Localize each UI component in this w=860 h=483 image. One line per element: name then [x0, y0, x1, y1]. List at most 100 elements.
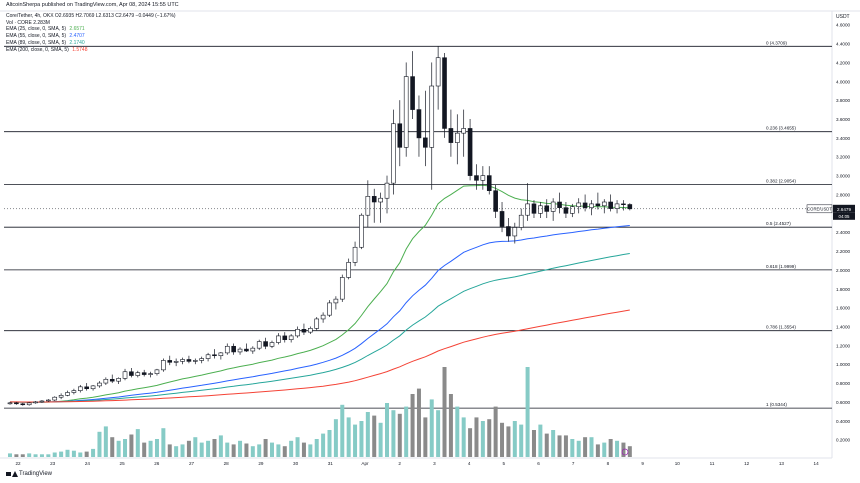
volume-bar — [225, 442, 230, 457]
candle-body — [544, 205, 550, 212]
volume-bar — [65, 449, 70, 457]
candle-body — [384, 182, 390, 199]
candle-body — [20, 403, 26, 406]
candle-body — [218, 352, 224, 357]
volume-bar — [468, 428, 473, 457]
volume-bar — [257, 444, 262, 457]
legend-ema55-value: 2.4707 — [69, 33, 85, 40]
legend-ema55[interactable]: EMA (55, close, 0, SMA, 5) 2.4707 — [6, 33, 176, 40]
y-tick-label: 3.0000 — [836, 174, 850, 179]
header: AltcoinSherpa published on TradingView.c… — [0, 0, 860, 10]
candle-body — [65, 392, 70, 396]
y-tick-label: 2.4000 — [836, 230, 850, 235]
candle-body — [161, 360, 166, 371]
volume-bar — [39, 454, 44, 457]
volume-bar — [116, 440, 121, 457]
candle-body — [46, 399, 51, 402]
y-tick-label: 1.8000 — [836, 287, 850, 292]
price-tag-symbol: CORE/USDT — [807, 207, 832, 212]
volume-bar — [238, 440, 243, 457]
candle-body — [269, 342, 275, 347]
x-tick-label: 23 — [50, 461, 56, 466]
fib-level-label: 0.5 (2.4527) — [766, 221, 791, 226]
volume-bar — [544, 433, 549, 457]
candle-body — [621, 203, 626, 205]
volume-bar — [436, 410, 441, 457]
candle-body — [167, 360, 173, 363]
x-tick-label: 11 — [710, 461, 715, 466]
x-tick-label: 13 — [779, 461, 785, 466]
legend-volume[interactable]: Vol · CORE 2.283M — [6, 19, 50, 26]
volume-bar — [244, 443, 249, 457]
candle-body — [263, 341, 268, 347]
volume-bar — [263, 439, 268, 457]
x-tick-label: 2 — [398, 461, 401, 466]
legend-ema89-label: EMA (89, close, 0, SMA, 5) — [6, 39, 67, 46]
volume-bar — [327, 430, 332, 457]
ema-line-25 — [9, 184, 630, 403]
candle-body — [186, 359, 192, 362]
volume-bar — [500, 422, 505, 457]
legend-ema200[interactable]: EMA (200, close, 0, SMA, 5) 1.5748 — [6, 47, 176, 54]
volume-bar — [78, 452, 83, 457]
y-tick-label: 4.0000 — [836, 79, 850, 84]
legend-ema200-label: EMA (200, close, 0, SMA, 5) — [6, 46, 69, 53]
volume-bar — [123, 439, 128, 457]
x-tick-label: 14 — [814, 461, 820, 466]
volume-bar — [410, 394, 415, 457]
volume-bar — [206, 440, 211, 457]
volume-bar — [615, 440, 620, 457]
volume-bar — [525, 367, 530, 457]
x-tick-label: 27 — [189, 461, 195, 466]
volume-bar — [314, 439, 319, 457]
candle-body — [429, 85, 435, 148]
volume-bar — [455, 406, 460, 457]
candle-body — [135, 372, 141, 376]
y-tick-label: 1.2000 — [836, 343, 850, 348]
candle-body — [58, 395, 64, 398]
candle-body — [397, 123, 403, 148]
candle-body — [14, 402, 19, 405]
event-marker-icon — [621, 448, 629, 456]
candle-body — [582, 202, 588, 208]
candle-body — [474, 175, 479, 181]
volume-bar — [589, 437, 594, 457]
volume-bar — [506, 426, 511, 457]
candle-body — [614, 203, 620, 209]
y-tick-label: 1.6000 — [836, 306, 850, 311]
x-tick-label: 24 — [85, 461, 91, 466]
legend-ema89[interactable]: EMA (89, close, 0, SMA, 5) 2.1740 — [6, 40, 176, 47]
volume-bar — [557, 435, 562, 457]
volume-bar — [487, 419, 492, 457]
candle-body — [499, 211, 505, 227]
x-tick-label: 8 — [607, 461, 610, 466]
candle-body — [109, 378, 115, 382]
published-by: AltcoinSherpa published on TradingView.c… — [6, 2, 179, 8]
x-tick-label: 30 — [293, 461, 299, 466]
y-tick-label: 1.0000 — [836, 362, 850, 367]
volume-bar — [333, 419, 338, 457]
volume-bar — [269, 442, 274, 457]
volume-bar — [301, 442, 306, 457]
volume-bar — [142, 442, 147, 457]
candle-body — [454, 132, 460, 143]
y-tick-label: 2.8000 — [836, 192, 850, 197]
legend-symbol[interactable]: Core/Tether, 4h, OKX O2.6935 H2.7069 L2.… — [6, 13, 176, 19]
candle-body — [103, 378, 109, 384]
candle-body — [154, 369, 160, 374]
volume-bar — [429, 399, 434, 457]
x-tick-label: 5 — [503, 461, 506, 466]
volume-bar — [308, 444, 313, 457]
candle-body — [308, 328, 313, 333]
volume-bar — [97, 431, 102, 457]
legend-ema25[interactable]: EMA (25, close, 0, SMA, 5) 2.6571 — [6, 26, 176, 33]
candle-body — [282, 335, 288, 340]
fib-level-label: 0.786 (1.3554) — [766, 325, 796, 330]
candle-body — [435, 57, 441, 87]
volume-bar — [33, 454, 38, 457]
volume-bar — [353, 424, 358, 457]
candle-body — [314, 318, 320, 329]
volume-bar — [391, 410, 396, 457]
volume-bar — [174, 446, 179, 457]
